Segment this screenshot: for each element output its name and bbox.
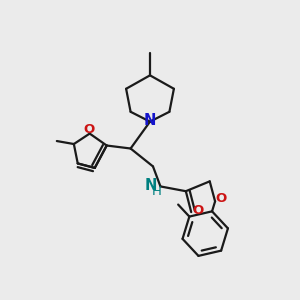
Text: N: N bbox=[144, 113, 156, 128]
Text: O: O bbox=[215, 193, 227, 206]
Text: N: N bbox=[145, 178, 157, 193]
Text: O: O bbox=[83, 123, 94, 136]
Text: H: H bbox=[152, 185, 161, 198]
Text: O: O bbox=[192, 204, 203, 217]
